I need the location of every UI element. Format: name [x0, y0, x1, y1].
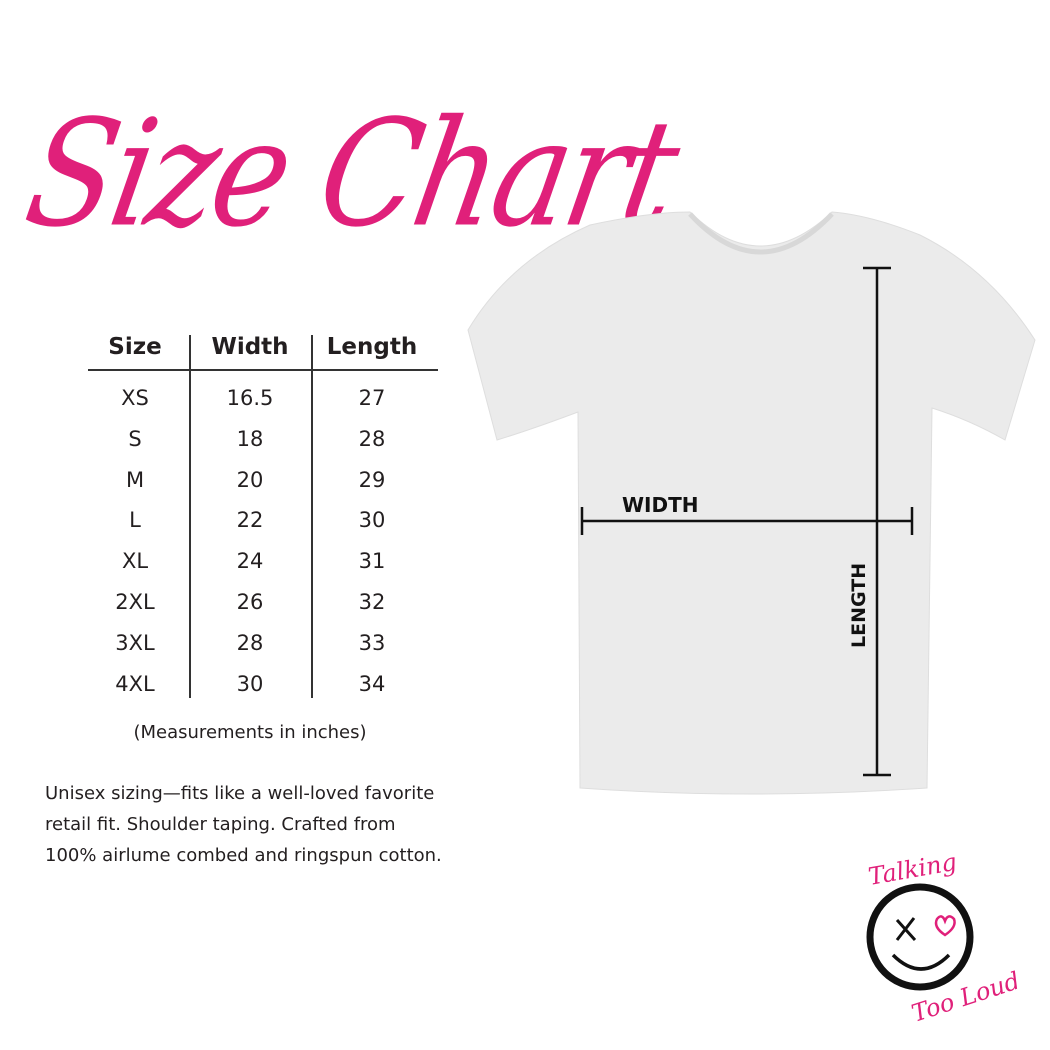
cell-width: 26 [236, 590, 264, 614]
cell-size: 2XL [115, 590, 155, 614]
header-length: Length [326, 334, 418, 360]
cell-length: 33 [358, 630, 386, 655]
cell-length: 27 [358, 386, 386, 410]
description-line: 100% airlume combed and ringspun cotton. [45, 845, 442, 866]
description-line: retail fit. Shoulder taping. Crafted fro… [45, 814, 396, 835]
cell-width: 16.5 [226, 386, 274, 410]
cell-size: XL [121, 549, 149, 574]
cell-size: S [128, 426, 142, 451]
cell-length: 34 [358, 671, 386, 696]
cell-size: XS [121, 386, 149, 410]
cell-length: 28 [358, 426, 386, 451]
cell-width: 24 [236, 549, 264, 574]
cell-width: 18 [236, 426, 264, 451]
header-size: Size [108, 334, 162, 360]
logo-text-bottom: Too Loud [908, 967, 1023, 1028]
cell-width: 30 [236, 671, 264, 696]
product-description: Unisex sizing—fits like a well-loved fav… [45, 778, 442, 871]
tshirt-image [467, 211, 1036, 795]
cell-size: 3XL [115, 630, 155, 655]
width-measure-line [580, 507, 914, 535]
cell-size: L [129, 508, 141, 533]
measurement-note: (Measurements in inches) [133, 722, 367, 743]
brand-logo: Talking Too Loud [866, 848, 1023, 1028]
cell-width: 20 [236, 467, 264, 492]
header-width: Width [211, 334, 289, 360]
width-label: WIDTH [622, 493, 698, 517]
length-label: LENGTH [848, 563, 870, 648]
cell-length: 32 [358, 590, 386, 614]
cell-length: 30 [358, 508, 386, 533]
cell-width: 22 [236, 508, 264, 533]
description-line: Unisex sizing—fits like a well-loved fav… [45, 783, 435, 804]
cell-size: 4XL [115, 671, 155, 696]
cell-width: 28 [236, 630, 264, 655]
cell-length: 31 [358, 549, 386, 574]
cell-size: M [125, 467, 145, 492]
cell-length: 29 [358, 467, 386, 492]
